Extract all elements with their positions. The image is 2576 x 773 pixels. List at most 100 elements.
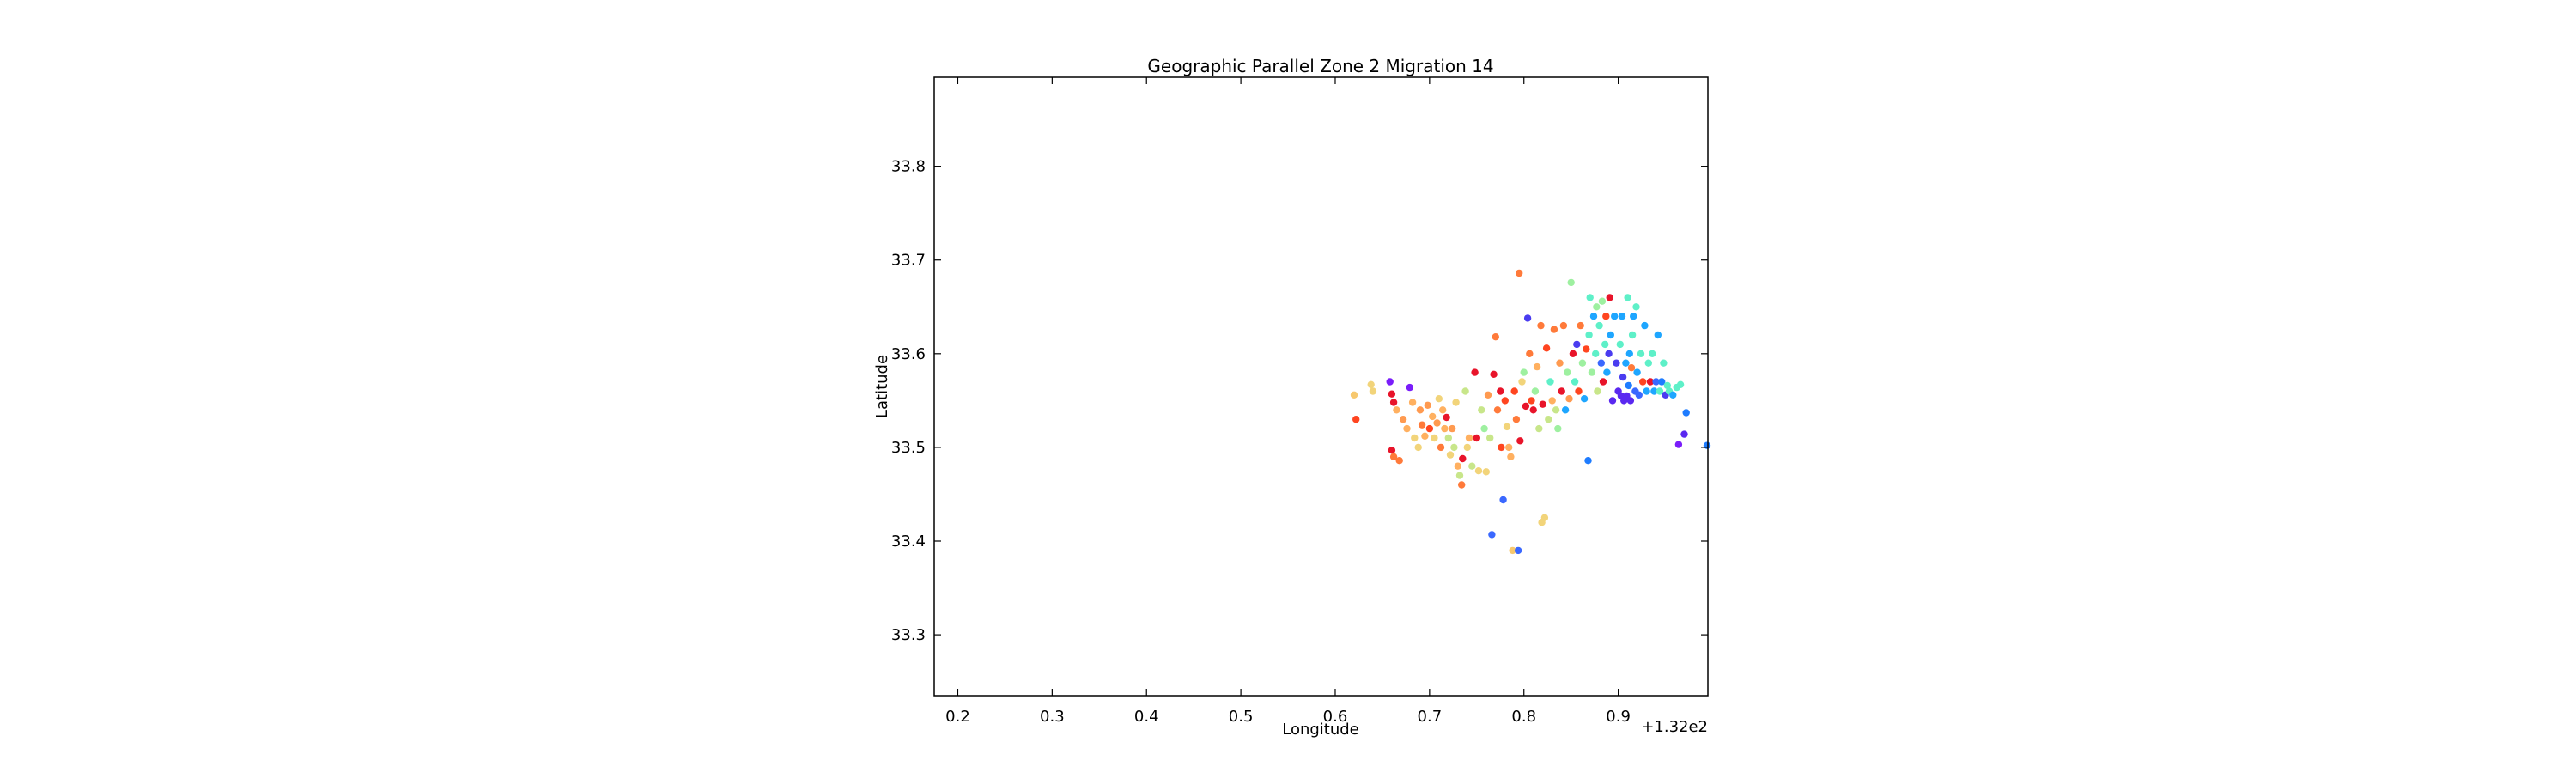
data-point xyxy=(1416,406,1425,414)
data-point xyxy=(1680,430,1688,438)
data-point xyxy=(1411,434,1419,442)
data-point xyxy=(1531,387,1540,395)
data-point xyxy=(1533,362,1541,371)
data-point xyxy=(1669,391,1677,399)
data-point xyxy=(1512,416,1521,423)
data-point xyxy=(1546,378,1554,386)
data-point xyxy=(1577,321,1584,330)
data-point xyxy=(1444,434,1453,442)
data-point xyxy=(1548,397,1556,405)
x-offset-label: +1.32e2 xyxy=(1641,718,1708,736)
data-point xyxy=(1625,381,1632,390)
data-point xyxy=(1649,350,1656,357)
data-point xyxy=(1497,387,1504,395)
data-point xyxy=(1618,313,1626,320)
data-point xyxy=(1652,378,1660,386)
data-point xyxy=(1608,397,1617,405)
data-point xyxy=(1399,416,1407,423)
data-point xyxy=(1571,378,1579,386)
data-point xyxy=(1565,395,1573,403)
x-tick-label: 0.6 xyxy=(1323,708,1348,726)
data-point xyxy=(1632,303,1640,311)
data-point xyxy=(1613,359,1620,367)
chart-title: Geographic Parallel Zone 2 Migration 14 xyxy=(1147,56,1493,76)
data-point xyxy=(1674,441,1683,448)
data-point xyxy=(1450,443,1458,452)
data-point xyxy=(1350,391,1358,399)
data-point xyxy=(1421,432,1429,440)
data-point xyxy=(1556,359,1564,367)
data-point xyxy=(1703,441,1711,449)
data-point xyxy=(1461,387,1469,395)
x-tick-label: 0.8 xyxy=(1511,708,1536,726)
data-point xyxy=(1627,364,1636,372)
data-point xyxy=(1676,380,1685,388)
data-point xyxy=(1468,462,1476,470)
data-point xyxy=(1408,399,1417,406)
data-point xyxy=(1578,359,1587,367)
data-point xyxy=(1471,368,1479,376)
y-tick-label: 33.7 xyxy=(891,252,926,270)
data-point xyxy=(1480,424,1488,433)
data-point xyxy=(1369,387,1377,395)
data-point xyxy=(1393,406,1400,414)
x-tick-label: 0.5 xyxy=(1229,708,1254,726)
data-point xyxy=(1650,387,1658,395)
data-point xyxy=(1633,368,1641,376)
data-point xyxy=(1458,481,1466,489)
data-point xyxy=(1478,406,1485,414)
data-point xyxy=(1564,368,1571,376)
y-tick-label: 33.3 xyxy=(891,626,926,644)
data-point xyxy=(1540,514,1549,521)
data-point xyxy=(1586,294,1594,301)
data-point xyxy=(1493,406,1502,414)
data-point xyxy=(1641,321,1649,330)
data-point xyxy=(1443,413,1450,422)
y-tick-label: 33.4 xyxy=(891,533,926,551)
data-point xyxy=(1598,297,1607,305)
data-point xyxy=(1490,370,1498,378)
data-point xyxy=(1509,546,1516,555)
data-point xyxy=(1637,350,1645,357)
x-axis-label: Longitude xyxy=(1282,721,1359,739)
data-point xyxy=(1425,424,1434,433)
data-point xyxy=(1639,378,1647,386)
data-point xyxy=(1484,391,1492,399)
data-point xyxy=(1465,434,1473,442)
data-point xyxy=(1473,434,1481,442)
data-point xyxy=(1603,368,1611,376)
data-point xyxy=(1386,378,1394,386)
data-point xyxy=(1583,345,1590,353)
data-point xyxy=(1561,406,1570,414)
data-point xyxy=(1542,344,1551,352)
plot-frame xyxy=(933,76,1709,697)
data-point xyxy=(1498,443,1505,452)
x-tick-label: 0.4 xyxy=(1134,708,1159,726)
data-point xyxy=(1539,400,1546,408)
data-point xyxy=(1433,419,1441,427)
data-point xyxy=(1463,443,1472,452)
data-point xyxy=(1593,303,1601,311)
data-point xyxy=(1510,387,1518,395)
y-axis-label: Latitude xyxy=(873,355,891,418)
data-point xyxy=(1611,313,1619,320)
data-point xyxy=(1573,340,1581,349)
data-point xyxy=(1654,331,1662,339)
data-point xyxy=(1529,406,1537,414)
data-point xyxy=(1643,387,1650,395)
data-point xyxy=(1585,331,1593,339)
data-point xyxy=(1522,402,1530,411)
data-point xyxy=(1492,333,1500,341)
data-point xyxy=(1518,378,1526,386)
data-point xyxy=(1507,453,1515,460)
x-tick-label: 0.9 xyxy=(1606,708,1631,726)
y-tick-label: 33.8 xyxy=(891,158,926,176)
data-point xyxy=(1606,294,1613,301)
data-point xyxy=(1454,462,1462,470)
data-point xyxy=(1663,381,1672,390)
data-point xyxy=(1567,278,1575,287)
data-point xyxy=(1523,314,1532,322)
y-tick-label: 33.5 xyxy=(891,439,926,457)
